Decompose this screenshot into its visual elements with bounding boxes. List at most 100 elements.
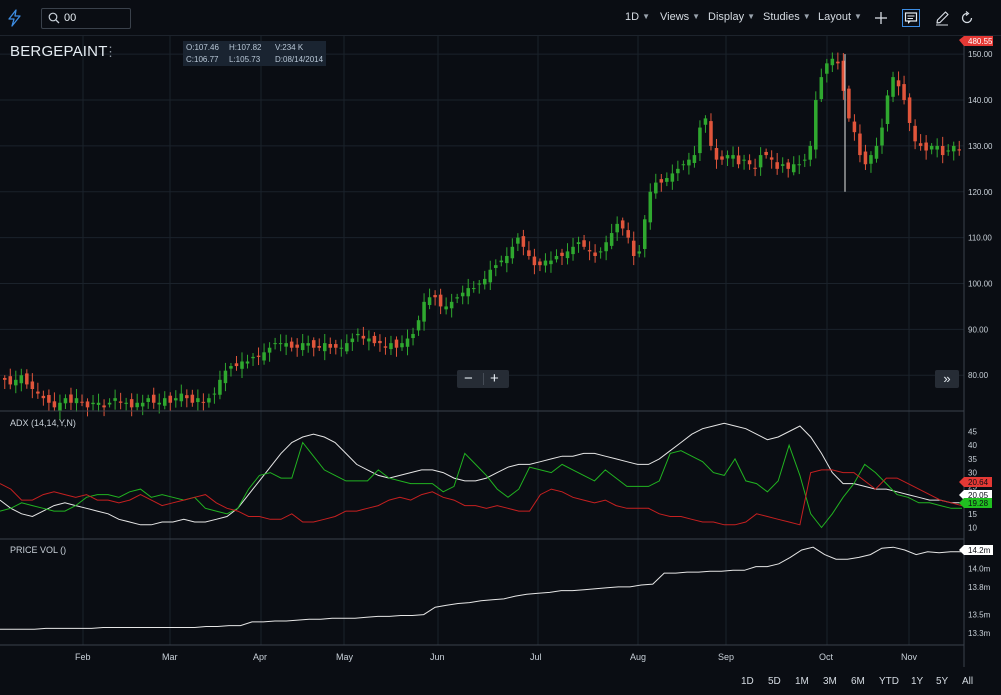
- low-value: L:105.73: [229, 55, 261, 64]
- price-tick-label: 120.00: [968, 188, 993, 197]
- symbol-name[interactable]: BERGEPAINT: [10, 43, 108, 60]
- candle-body: [598, 251, 603, 253]
- candle-body: [394, 339, 399, 348]
- range-6m-button[interactable]: 6M: [851, 676, 865, 687]
- interval-dropdown[interactable]: 1D ▼: [625, 11, 650, 23]
- candle-body: [753, 167, 757, 169]
- month-tick-label: Mar: [162, 652, 178, 662]
- month-tick-label: Jul: [530, 652, 542, 662]
- candle-body: [852, 121, 857, 133]
- candle-body: [30, 381, 35, 389]
- candle-body: [300, 343, 305, 351]
- range-1d-button[interactable]: 1D: [741, 676, 754, 687]
- candle-body: [863, 151, 868, 165]
- candle-body: [14, 379, 18, 386]
- pvol-series: [0, 546, 962, 630]
- price-vol-panel-title[interactable]: PRICE VOL (): [10, 545, 67, 555]
- range-3m-button[interactable]: 3M: [823, 676, 837, 687]
- candle-body: [940, 146, 945, 156]
- candle-body: [47, 395, 51, 403]
- adx-panel-title[interactable]: ADX (14,14,Y,N): [10, 418, 76, 428]
- candle-body: [207, 398, 211, 403]
- adx-last-tag-bg: [959, 498, 992, 508]
- candle-body: [907, 97, 912, 123]
- candle-body: [345, 343, 349, 352]
- candle-body: [118, 401, 123, 403]
- candle-body: [747, 160, 752, 165]
- candle-body: [466, 288, 470, 297]
- display-label: Display: [708, 11, 745, 23]
- pencil-draw-icon[interactable]: [933, 9, 951, 27]
- candle-body: [350, 338, 355, 343]
- candle-body: [405, 338, 410, 347]
- candle-body: [780, 164, 785, 166]
- range-5y-button[interactable]: 5Y: [936, 676, 949, 687]
- views-dropdown[interactable]: Views ▼: [660, 11, 700, 23]
- layout-label: Layout: [818, 11, 852, 23]
- top-toolbar: 00 1D ▼ Views ▼ Display ▼ Studies ▼ Layout ▼: [0, 0, 1001, 36]
- candle-body: [311, 340, 316, 348]
- candle-body: [69, 394, 73, 403]
- zoom-out-button[interactable]: −: [464, 370, 473, 387]
- candle-body: [532, 256, 537, 266]
- candle-body: [460, 292, 465, 297]
- studies-dropdown[interactable]: Studies ▼: [763, 11, 811, 23]
- layout-dropdown[interactable]: Layout ▼: [818, 11, 862, 23]
- candle-body: [604, 242, 608, 252]
- candle-body: [19, 375, 24, 384]
- zoom-in-button[interactable]: +: [490, 370, 499, 387]
- zoom-divider: [483, 373, 484, 385]
- price-tick-label: 150.00: [968, 50, 993, 59]
- candle-body: [957, 149, 962, 151]
- last-price-tag-bg: [959, 36, 993, 46]
- pvol-last-tag-bg: [959, 545, 993, 555]
- candle-body: [284, 343, 288, 347]
- candle-body: [918, 143, 923, 146]
- price-tick-label: 90.00: [968, 325, 989, 334]
- range-1m-button[interactable]: 1M: [795, 676, 809, 687]
- add-icon[interactable]: [872, 9, 890, 27]
- candle-body: [328, 343, 333, 348]
- candle-body: [836, 61, 840, 64]
- candle-body: [620, 220, 625, 229]
- display-dropdown[interactable]: Display ▼: [708, 11, 755, 23]
- range-1y-button[interactable]: 1Y: [911, 676, 924, 687]
- candle-body: [549, 260, 553, 265]
- range-5d-button[interactable]: 5D: [768, 676, 781, 687]
- candle-body: [615, 223, 619, 233]
- candle-body: [786, 162, 790, 169]
- candle-body: [825, 63, 829, 74]
- symbol-search-input[interactable]: 00: [41, 8, 131, 29]
- candle-body: [769, 157, 774, 160]
- candle-body: [273, 343, 277, 345]
- candle-body: [731, 155, 735, 159]
- month-tick-label: Apr: [253, 652, 267, 662]
- candle-body: [146, 398, 150, 402]
- chevron-down-icon: ▼: [747, 12, 755, 21]
- comment-toggle-icon[interactable]: [902, 9, 920, 27]
- candle-body: [935, 145, 939, 150]
- scroll-to-latest-button[interactable]: »: [935, 370, 959, 388]
- candle-body: [929, 145, 934, 150]
- reset-icon[interactable]: [958, 9, 976, 27]
- open-value: O:107.46: [186, 43, 219, 52]
- candle-body: [444, 306, 448, 310]
- range-all-button[interactable]: All: [962, 676, 974, 687]
- symbol-menu-icon[interactable]: ⋮: [104, 44, 117, 59]
- chart-canvas[interactable]: 80.00 90.00 100.00 110.00 120.00 130.00 140.00…: [0, 35, 1001, 667]
- adx-tick-label: 30: [968, 469, 977, 478]
- candle-body: [295, 344, 299, 348]
- range-ytd-button[interactable]: YTD: [879, 676, 899, 687]
- candle-body: [124, 402, 128, 404]
- adx-last-label: 20.64: [968, 478, 989, 487]
- candle-body: [869, 155, 873, 164]
- candle-body: [378, 340, 382, 344]
- candle-body: [841, 60, 846, 91]
- candle-body: [505, 255, 509, 264]
- interval-label: 1D: [625, 11, 640, 23]
- lightning-logo-icon[interactable]: [6, 9, 24, 27]
- adx-last-tag-bg: [959, 477, 992, 487]
- high-value: H:107.82: [229, 43, 262, 52]
- adx-last-tag-bg: [959, 490, 992, 500]
- adx-series-2: [0, 469, 963, 526]
